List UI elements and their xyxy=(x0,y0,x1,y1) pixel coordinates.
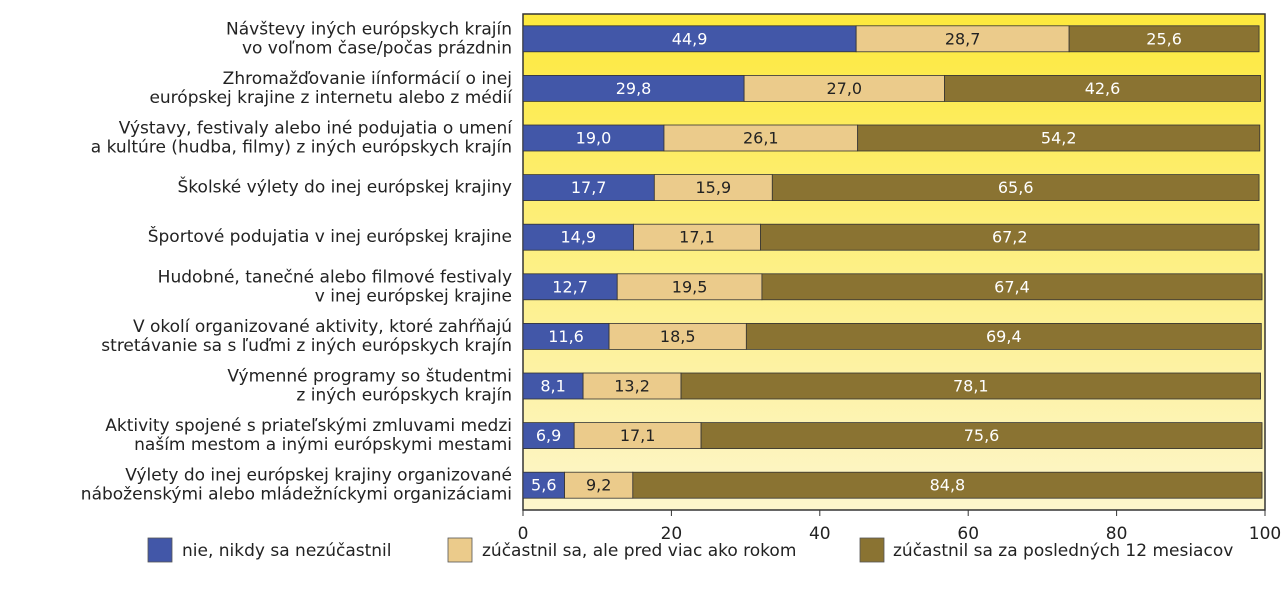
value-label: 13,2 xyxy=(614,377,650,396)
category-label: V okolí organizované aktivity, ktoré zah… xyxy=(133,317,512,337)
value-label: 5,6 xyxy=(531,476,556,495)
bar-segment xyxy=(522,25,857,53)
value-label: 19,0 xyxy=(576,129,612,148)
bar-segment xyxy=(680,372,1261,400)
category-label: Hudobné, tanečné alebo filmové festivaly xyxy=(158,267,512,287)
bar-segment xyxy=(700,422,1263,450)
category-label: Aktivity spojené s priateľskými zmluvami… xyxy=(105,416,512,436)
value-label: 27,0 xyxy=(826,79,862,98)
value-label: 65,6 xyxy=(998,178,1034,197)
bar-segment xyxy=(608,322,747,350)
bar-segment xyxy=(1068,25,1260,53)
x-tick-label: 80 xyxy=(1106,524,1128,544)
value-label: 12,7 xyxy=(552,277,588,296)
value-label: 84,8 xyxy=(930,476,966,495)
value-label: 9,2 xyxy=(586,476,611,495)
value-label: 69,4 xyxy=(986,327,1022,346)
bar-segment xyxy=(522,372,584,400)
x-tick-label: 40 xyxy=(809,524,831,544)
bar-segment xyxy=(522,223,634,251)
value-label: 6,9 xyxy=(536,426,561,445)
value-label: 78,1 xyxy=(953,377,989,396)
x-tick-label: 100 xyxy=(1249,524,1281,544)
category-label: Výmenné programy so študentmi xyxy=(227,367,512,387)
category-label: Výstavy, festivaly alebo iné podujatia o… xyxy=(119,119,513,139)
bar-segment xyxy=(522,124,665,152)
bar-segment xyxy=(745,322,1262,350)
category-label: naším mestom a inými európskymi mestami xyxy=(134,435,512,455)
value-label: 14,9 xyxy=(560,228,596,247)
value-label: 17,1 xyxy=(679,228,715,247)
bar-segment xyxy=(761,273,1263,301)
value-label: 54,2 xyxy=(1041,129,1077,148)
value-label: 8,1 xyxy=(540,377,565,396)
value-label: 25,6 xyxy=(1146,29,1182,48)
bar-segment xyxy=(653,174,773,202)
value-label: 19,5 xyxy=(672,277,708,296)
category-label: vo voľnom čase/počas prázdnin xyxy=(242,38,512,58)
bar-segment xyxy=(743,75,945,102)
value-label: 26,1 xyxy=(743,129,779,148)
value-label: 17,1 xyxy=(620,426,656,445)
value-label: 29,8 xyxy=(616,79,652,98)
bar-segment xyxy=(522,322,610,350)
legend-swatch xyxy=(447,537,473,563)
bar-segment xyxy=(616,273,763,301)
category-label: z iných európskych krajín xyxy=(296,386,512,406)
bar-segment xyxy=(855,25,1070,53)
category-label: Návštevy iných európskych krajín xyxy=(226,19,512,39)
bar-segment xyxy=(760,223,1260,251)
category-label: európskej krajine z internetu alebo z mé… xyxy=(149,88,513,108)
value-label: 28,7 xyxy=(945,29,981,48)
category-label: náboženskými alebo mládežníckymi organiz… xyxy=(81,485,512,505)
x-tick-label: 0 xyxy=(518,524,529,544)
x-tick-label: 20 xyxy=(661,524,683,544)
value-label: 42,6 xyxy=(1085,79,1121,98)
bar-segment xyxy=(573,422,702,450)
legend-swatch xyxy=(147,537,173,563)
x-tick-label: 60 xyxy=(957,524,979,544)
category-label: v inej európskej krajine xyxy=(315,286,512,306)
value-label: 44,9 xyxy=(672,29,708,48)
bar-segment xyxy=(522,273,618,301)
category-label: Výlety do inej európskej krajiny organiz… xyxy=(125,466,512,486)
value-label: 15,9 xyxy=(696,178,732,197)
legend-label: zúčastnil sa za posledných 12 mesiacov xyxy=(893,541,1233,561)
legend-label: nie, nikdy sa nezúčastnil xyxy=(182,541,391,561)
bar-segment xyxy=(771,174,1260,202)
value-label: 67,2 xyxy=(992,228,1028,247)
value-label: 18,5 xyxy=(660,327,696,346)
category-label: Zhromažďovanie iínformácií o inej xyxy=(223,69,512,89)
bar-segment xyxy=(857,124,1261,152)
category-label: a kultúre (hudba, filmy) z iných európsk… xyxy=(91,138,512,158)
category-label: Športové podujatia v inej európskej kraj… xyxy=(148,225,512,247)
category-label: Školské výlety do inej európskej krajiny xyxy=(178,176,512,198)
legend-label: zúčastnil sa, ale pred viac ako rokom xyxy=(482,541,796,561)
bar-segment xyxy=(944,75,1261,102)
bar-segment xyxy=(663,124,859,152)
value-label: 75,6 xyxy=(964,426,1000,445)
bar-segment xyxy=(522,75,745,102)
bar-segment xyxy=(632,471,1263,499)
legend-swatch xyxy=(859,537,885,563)
category-label: stretávanie sa s ľuďmi z iných európskyc… xyxy=(101,336,512,356)
value-label: 11,6 xyxy=(548,327,584,346)
value-label: 17,7 xyxy=(571,178,607,197)
bar-segment xyxy=(522,471,565,499)
value-label: 67,4 xyxy=(994,277,1030,296)
